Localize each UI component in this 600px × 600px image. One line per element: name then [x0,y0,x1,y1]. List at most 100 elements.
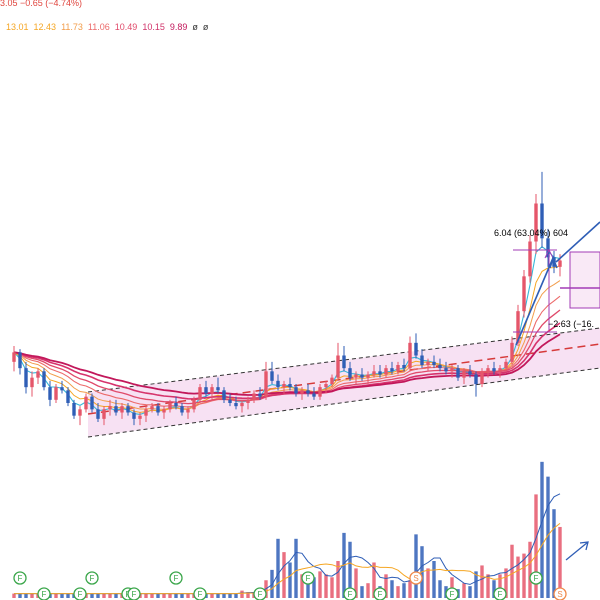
event-badge-s[interactable]: S [554,588,566,600]
candle-body [234,403,237,406]
event-badge-label: S [413,574,418,583]
candle-body [444,368,447,371]
volume-bar [144,594,147,598]
candle [24,362,27,394]
candle-body [294,387,297,393]
candle [474,371,477,396]
event-badge-f[interactable]: F [530,572,542,584]
volume-bar [108,594,111,598]
candle [522,270,525,318]
candle-body [72,403,75,416]
candle-body [414,343,417,356]
volume-bar [90,594,93,598]
candle-body [54,387,57,400]
event-badge-label: F [534,574,539,583]
event-badge-f[interactable]: F [194,588,206,600]
volume-bar [480,565,483,598]
volume-bar [276,539,279,598]
candle-body [162,409,165,412]
volume-bar [66,594,69,598]
volume-bar [462,583,465,598]
candle-body [144,409,147,415]
volume-bar [426,568,429,598]
event-badge-label: S [557,590,562,599]
volume-bar [18,594,21,598]
candle-body [372,371,375,374]
candle-body [36,371,39,377]
volume-bar [510,545,513,598]
candle-body [138,416,141,419]
event-badge-label: F [348,590,353,599]
volume-bar [240,591,243,598]
candle-body [216,387,219,390]
candle-body [492,368,495,371]
candle-body [450,368,453,371]
candle-body [264,371,267,396]
volume-bar [432,561,435,598]
volume-bar [102,594,105,598]
event-badge-s[interactable]: S [410,572,422,584]
drawing-tools [513,222,600,560]
candle-body [12,352,15,362]
event-badge-f[interactable]: F [374,588,386,600]
event-badge-f[interactable]: F [494,588,506,600]
candle-body [156,406,159,412]
candle-body [210,387,213,393]
event-badge-f[interactable]: F [446,588,458,600]
candle-body [120,406,123,412]
candle-body [222,390,225,400]
event-badge-f[interactable]: F [170,572,182,584]
candle-body [384,368,387,374]
event-badge-f[interactable]: F [74,588,86,600]
event-badge-f[interactable]: F [38,588,50,600]
candle-body [324,384,327,387]
candle-body [348,368,351,378]
candle-body [42,371,45,387]
candle-body [378,371,381,374]
event-badge-f[interactable]: F [344,588,356,600]
candle-body [462,371,465,377]
event-badge-label: F [174,574,179,583]
candle [414,333,417,358]
event-badge-label: F [78,590,83,599]
rise-measure-label[interactable]: 6.04 (63.04%) 604 [494,228,568,238]
event-badge-f[interactable]: F [86,572,98,584]
volume-arrow [566,542,588,560]
volume-bar [558,527,561,598]
volume-bar [318,571,321,598]
candle-body [150,406,153,409]
candle-body [258,394,261,397]
candle [60,381,63,394]
event-badge-f[interactable]: F [14,572,26,584]
candle-body [102,409,105,419]
drop-measure-box [570,252,600,308]
candle-body [30,378,33,388]
volume-bar [180,594,183,598]
candle [30,371,33,396]
candle-body [90,397,93,410]
volume-bar [402,583,405,598]
candle-body [126,406,129,412]
event-badge-f[interactable]: F [254,588,266,600]
drop-measure-label[interactable]: −2.63 (−16. [548,319,594,329]
candle-body [84,397,87,410]
volume-bar [168,594,171,598]
candle-body [174,403,177,406]
candle-body [270,371,273,381]
candle [84,394,87,413]
candle [342,346,345,371]
candle-body [420,356,423,366]
candle-body [510,343,513,362]
volume-bar [438,580,441,598]
candle-body [198,387,201,400]
volume-bar [174,594,177,598]
candle-body [360,375,363,378]
candle-body [330,378,333,384]
volume-bar [366,583,369,598]
candle-body [18,352,21,368]
candle [12,346,15,371]
volume-bar [234,594,237,598]
event-badge-f[interactable]: F [302,572,314,584]
event-badge-f[interactable]: F [128,588,140,600]
